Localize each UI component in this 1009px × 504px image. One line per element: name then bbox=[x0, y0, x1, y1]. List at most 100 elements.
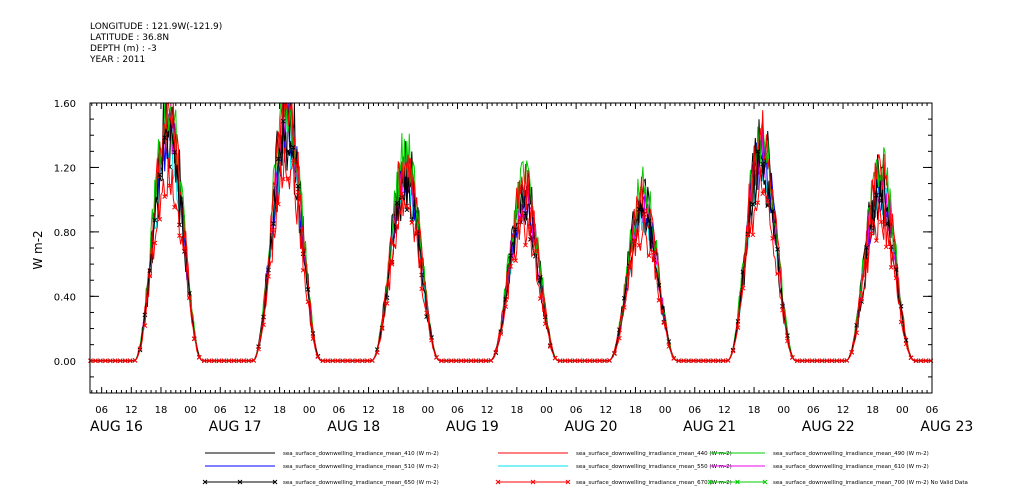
series-marker-7 bbox=[898, 319, 904, 325]
series-line-0 bbox=[90, 102, 932, 362]
series-marker-7 bbox=[103, 358, 108, 364]
series-marker-7 bbox=[439, 358, 444, 364]
series-marker-7 bbox=[463, 358, 469, 364]
series-marker-7 bbox=[656, 297, 662, 303]
series-marker-6 bbox=[305, 287, 311, 292]
series-marker-7 bbox=[310, 336, 316, 341]
x-hour-label: 18 bbox=[748, 405, 761, 416]
series-marker-7 bbox=[785, 338, 790, 344]
legend-marker bbox=[272, 479, 278, 485]
metadata-header: LONGITUDE : 121.9W(-121.9) LATITUDE : 36… bbox=[90, 22, 222, 66]
x-hour-label: 12 bbox=[599, 405, 612, 416]
x-hour-label: 12 bbox=[244, 405, 257, 416]
series-marker-7 bbox=[725, 358, 731, 363]
legend-label: sea_surface_downwelling_irradiance_mean_… bbox=[576, 451, 732, 457]
series-marker-6 bbox=[750, 201, 756, 207]
series-marker-7 bbox=[132, 358, 138, 363]
series-marker-7 bbox=[117, 358, 123, 364]
x-hour-label: 18 bbox=[629, 405, 642, 416]
series-marker-7 bbox=[419, 286, 425, 292]
y-tick-label: 1.20 bbox=[54, 163, 76, 174]
x-date-label: AUG 18 bbox=[327, 419, 380, 435]
series-marker-7 bbox=[523, 242, 528, 248]
series-marker-6 bbox=[513, 227, 518, 232]
series-marker-7 bbox=[295, 189, 301, 195]
series-marker-7 bbox=[705, 358, 711, 364]
series-marker-7 bbox=[794, 358, 800, 364]
series-marker-7 bbox=[888, 265, 894, 270]
series-marker-7 bbox=[528, 224, 533, 229]
legend-label: sea_surface_downwelling_irradiance_mean_… bbox=[576, 464, 732, 470]
series-marker-7 bbox=[216, 358, 222, 364]
series-marker-7 bbox=[552, 355, 558, 361]
series-marker-7 bbox=[799, 358, 805, 364]
series-marker-7 bbox=[636, 242, 642, 248]
series-marker-7 bbox=[434, 355, 439, 360]
series-marker-7 bbox=[537, 296, 543, 301]
series-marker-7 bbox=[256, 346, 261, 352]
series-marker-7 bbox=[869, 231, 874, 236]
legend-marker bbox=[202, 479, 208, 485]
series-marker-7 bbox=[577, 358, 583, 364]
series-marker-6 bbox=[735, 318, 741, 324]
x-hour-label: 00 bbox=[184, 405, 197, 416]
series-marker-7 bbox=[859, 296, 864, 302]
series-marker-7 bbox=[829, 358, 835, 364]
x-hour-label: 12 bbox=[837, 405, 850, 416]
series-marker-6 bbox=[177, 222, 182, 228]
series-marker-7 bbox=[819, 358, 825, 364]
series-marker-7 bbox=[750, 232, 756, 238]
series-marker-7 bbox=[602, 358, 607, 364]
series-marker-7 bbox=[740, 285, 746, 291]
series-marker-7 bbox=[804, 358, 810, 364]
x-hour-label: 18 bbox=[273, 405, 286, 416]
series-marker-7 bbox=[325, 358, 331, 364]
series-marker-7 bbox=[854, 330, 859, 336]
series-line-1 bbox=[90, 102, 932, 362]
series-marker-7 bbox=[780, 307, 785, 313]
series-marker-7 bbox=[582, 358, 588, 364]
series-marker-7 bbox=[814, 358, 820, 364]
x-hour-label: 12 bbox=[125, 405, 138, 416]
series-marker-7 bbox=[878, 219, 884, 225]
series-marker-7 bbox=[597, 358, 602, 364]
series-marker-7 bbox=[271, 227, 276, 233]
series-marker-7 bbox=[453, 358, 459, 364]
series-marker-7 bbox=[458, 358, 464, 364]
x-hour-label: 06 bbox=[95, 405, 108, 416]
series-marker-7 bbox=[142, 323, 148, 328]
series-marker-7 bbox=[755, 200, 761, 206]
series-marker-7 bbox=[646, 253, 652, 259]
series-marker-7 bbox=[913, 358, 919, 364]
series-marker-7 bbox=[374, 350, 380, 355]
series-marker-7 bbox=[335, 358, 341, 364]
series-marker-7 bbox=[730, 348, 736, 354]
series-marker-7 bbox=[300, 267, 306, 273]
series-marker-7 bbox=[533, 248, 538, 254]
series-marker-6 bbox=[646, 218, 652, 224]
series-marker-6 bbox=[770, 208, 775, 214]
series-marker-7 bbox=[488, 358, 494, 363]
series-marker-6 bbox=[295, 183, 301, 189]
latitude-label: LATITUDE : 36.8N bbox=[90, 33, 170, 43]
series-marker-7 bbox=[290, 157, 296, 163]
series-marker-6 bbox=[285, 148, 291, 154]
series-marker-7 bbox=[923, 358, 929, 364]
legend-marker bbox=[237, 479, 243, 485]
series-marker-7 bbox=[661, 320, 667, 326]
series-marker-7 bbox=[147, 273, 153, 279]
series-marker-7 bbox=[513, 258, 518, 263]
series-marker-6 bbox=[280, 118, 286, 124]
series-marker-7 bbox=[320, 358, 326, 364]
x-hour-label: 06 bbox=[688, 405, 701, 416]
series-marker-6 bbox=[310, 331, 316, 336]
series-marker-7 bbox=[567, 358, 573, 364]
series-marker-7 bbox=[330, 358, 336, 364]
series-marker-7 bbox=[444, 358, 449, 364]
series-marker-6 bbox=[869, 225, 874, 231]
x-hour-label: 00 bbox=[303, 405, 316, 416]
series-line-2 bbox=[90, 102, 932, 362]
series-marker-7 bbox=[305, 299, 311, 305]
x-hour-label: 12 bbox=[362, 405, 375, 416]
x-date-label: AUG 20 bbox=[564, 419, 617, 435]
